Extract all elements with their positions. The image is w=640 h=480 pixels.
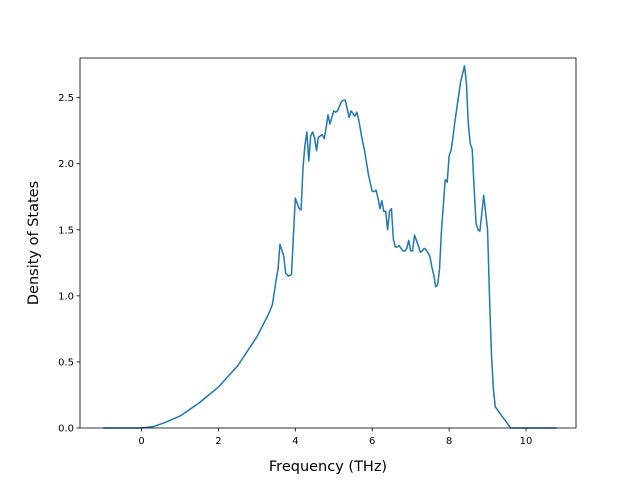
plot-background — [80, 58, 576, 428]
x-tick-label: 8 — [446, 436, 452, 447]
x-axis-label: Frequency (THz) — [269, 459, 387, 475]
y-tick-label: 1.0 — [58, 291, 74, 302]
x-axis-ticks: 0 2 4 6 8 10 — [138, 428, 532, 447]
x-tick-label: 10 — [520, 436, 533, 447]
y-axis-ticks: 0.0 0.5 1.0 1.5 2.0 2.5 — [58, 93, 80, 435]
y-tick-label: 2.0 — [58, 159, 74, 170]
plot-frame — [79, 57, 577, 429]
x-tick-label: 2 — [215, 436, 221, 447]
x-tick-label: 4 — [292, 436, 298, 447]
x-tick-label: 6 — [369, 436, 375, 447]
y-tick-label: 0.5 — [58, 357, 74, 368]
dos-line — [103, 65, 557, 429]
y-tick-label: 1.5 — [58, 225, 74, 236]
y-axis-label: Density of States — [26, 181, 42, 305]
y-tick-label: 2.5 — [58, 93, 74, 104]
x-tick-label: 0 — [138, 436, 144, 447]
y-tick-label: 0.0 — [58, 424, 74, 435]
